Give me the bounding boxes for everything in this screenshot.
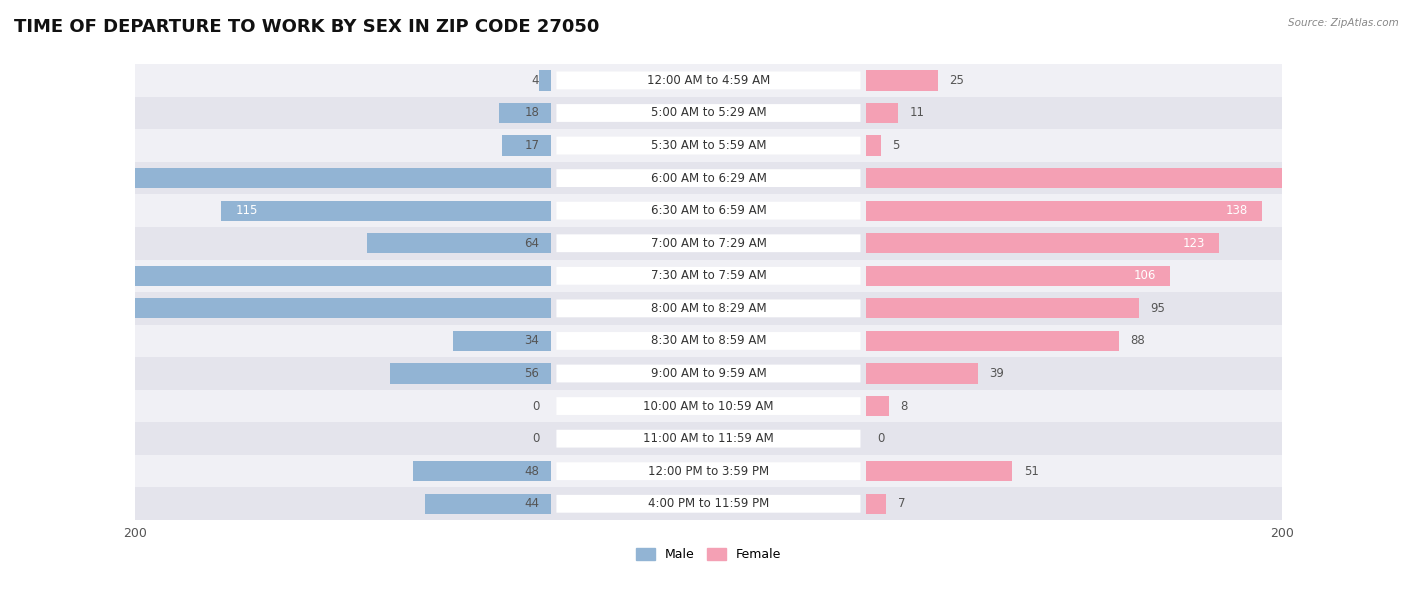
Text: 106: 106: [1133, 269, 1156, 282]
Text: 44: 44: [524, 497, 540, 510]
Text: 0: 0: [877, 432, 884, 445]
Text: 5:30 AM to 5:59 AM: 5:30 AM to 5:59 AM: [651, 139, 766, 152]
Bar: [0, 168, 551, 188]
Bar: [502, 135, 551, 156]
Text: 4:00 PM to 11:59 PM: 4:00 PM to 11:59 PM: [648, 497, 769, 510]
Text: 25: 25: [949, 74, 965, 87]
Bar: [135, 162, 1282, 194]
Text: 164: 164: [94, 269, 117, 282]
Text: 6:00 AM to 6:29 AM: 6:00 AM to 6:29 AM: [651, 172, 766, 185]
FancyBboxPatch shape: [557, 299, 860, 317]
Text: 12:00 PM to 3:59 PM: 12:00 PM to 3:59 PM: [648, 465, 769, 478]
FancyBboxPatch shape: [557, 397, 860, 415]
Bar: [413, 461, 551, 481]
Text: 7: 7: [898, 497, 905, 510]
Bar: [866, 103, 898, 123]
Bar: [389, 364, 551, 384]
Bar: [866, 364, 979, 384]
Text: 115: 115: [235, 204, 257, 217]
Bar: [866, 201, 1263, 221]
Bar: [866, 396, 889, 416]
FancyBboxPatch shape: [557, 462, 860, 480]
Bar: [135, 488, 1282, 520]
Bar: [77, 298, 551, 318]
Bar: [367, 233, 551, 254]
Bar: [866, 135, 880, 156]
Bar: [135, 357, 1282, 390]
Bar: [135, 422, 1282, 455]
Text: 11:00 AM to 11:59 AM: 11:00 AM to 11:59 AM: [643, 432, 773, 445]
Text: 190: 190: [1375, 172, 1396, 185]
Text: 5: 5: [891, 139, 900, 152]
Bar: [135, 97, 1282, 129]
FancyBboxPatch shape: [557, 235, 860, 252]
Bar: [135, 129, 1282, 162]
Text: 9:00 AM to 9:59 AM: 9:00 AM to 9:59 AM: [651, 367, 766, 380]
Text: 6:30 AM to 6:59 AM: 6:30 AM to 6:59 AM: [651, 204, 766, 217]
Bar: [135, 260, 1282, 292]
Text: Source: ZipAtlas.com: Source: ZipAtlas.com: [1288, 18, 1399, 28]
FancyBboxPatch shape: [557, 429, 860, 447]
Bar: [221, 201, 551, 221]
Text: 95: 95: [1150, 302, 1166, 315]
Text: 0: 0: [531, 400, 540, 413]
Bar: [866, 494, 886, 514]
Bar: [135, 64, 1282, 97]
Bar: [135, 325, 1282, 357]
Bar: [425, 494, 551, 514]
Text: TIME OF DEPARTURE TO WORK BY SEX IN ZIP CODE 27050: TIME OF DEPARTURE TO WORK BY SEX IN ZIP …: [14, 18, 599, 36]
Text: 12:00 AM to 4:59 AM: 12:00 AM to 4:59 AM: [647, 74, 770, 87]
Bar: [866, 461, 1012, 481]
FancyBboxPatch shape: [557, 71, 860, 89]
FancyBboxPatch shape: [557, 202, 860, 220]
Text: 0: 0: [531, 432, 540, 445]
Text: 56: 56: [524, 367, 540, 380]
Bar: [453, 331, 551, 351]
FancyBboxPatch shape: [557, 267, 860, 285]
Text: 10:00 AM to 10:59 AM: 10:00 AM to 10:59 AM: [643, 400, 773, 413]
Bar: [80, 266, 551, 286]
Text: 17: 17: [524, 139, 540, 152]
Text: 64: 64: [524, 237, 540, 249]
Text: 7:00 AM to 7:29 AM: 7:00 AM to 7:29 AM: [651, 237, 766, 249]
Bar: [540, 70, 551, 90]
Text: 194: 194: [8, 172, 31, 185]
FancyBboxPatch shape: [557, 104, 860, 122]
Text: 165: 165: [91, 302, 114, 315]
FancyBboxPatch shape: [557, 169, 860, 187]
Text: 51: 51: [1024, 465, 1039, 478]
Bar: [866, 70, 938, 90]
Text: 11: 11: [910, 106, 924, 119]
Bar: [135, 194, 1282, 227]
Text: 8:30 AM to 8:59 AM: 8:30 AM to 8:59 AM: [651, 334, 766, 347]
Bar: [499, 103, 551, 123]
FancyBboxPatch shape: [557, 495, 860, 513]
Text: 18: 18: [524, 106, 540, 119]
Bar: [135, 292, 1282, 325]
Text: 7:30 AM to 7:59 AM: 7:30 AM to 7:59 AM: [651, 269, 766, 282]
Text: 4: 4: [531, 74, 540, 87]
Bar: [135, 390, 1282, 422]
Text: 5:00 AM to 5:29 AM: 5:00 AM to 5:29 AM: [651, 106, 766, 119]
Text: 123: 123: [1182, 237, 1205, 249]
Text: 34: 34: [524, 334, 540, 347]
Legend: Male, Female: Male, Female: [636, 548, 780, 561]
FancyBboxPatch shape: [557, 365, 860, 383]
Text: 8:00 AM to 8:29 AM: 8:00 AM to 8:29 AM: [651, 302, 766, 315]
Bar: [866, 168, 1406, 188]
FancyBboxPatch shape: [557, 332, 860, 350]
Text: 8: 8: [901, 400, 908, 413]
Bar: [866, 298, 1139, 318]
Text: 138: 138: [1226, 204, 1247, 217]
Text: 48: 48: [524, 465, 540, 478]
Bar: [135, 455, 1282, 488]
Bar: [135, 227, 1282, 260]
Bar: [866, 266, 1170, 286]
Text: 88: 88: [1130, 334, 1144, 347]
Text: 39: 39: [990, 367, 1004, 380]
Bar: [866, 331, 1119, 351]
Bar: [866, 233, 1219, 254]
FancyBboxPatch shape: [557, 137, 860, 154]
